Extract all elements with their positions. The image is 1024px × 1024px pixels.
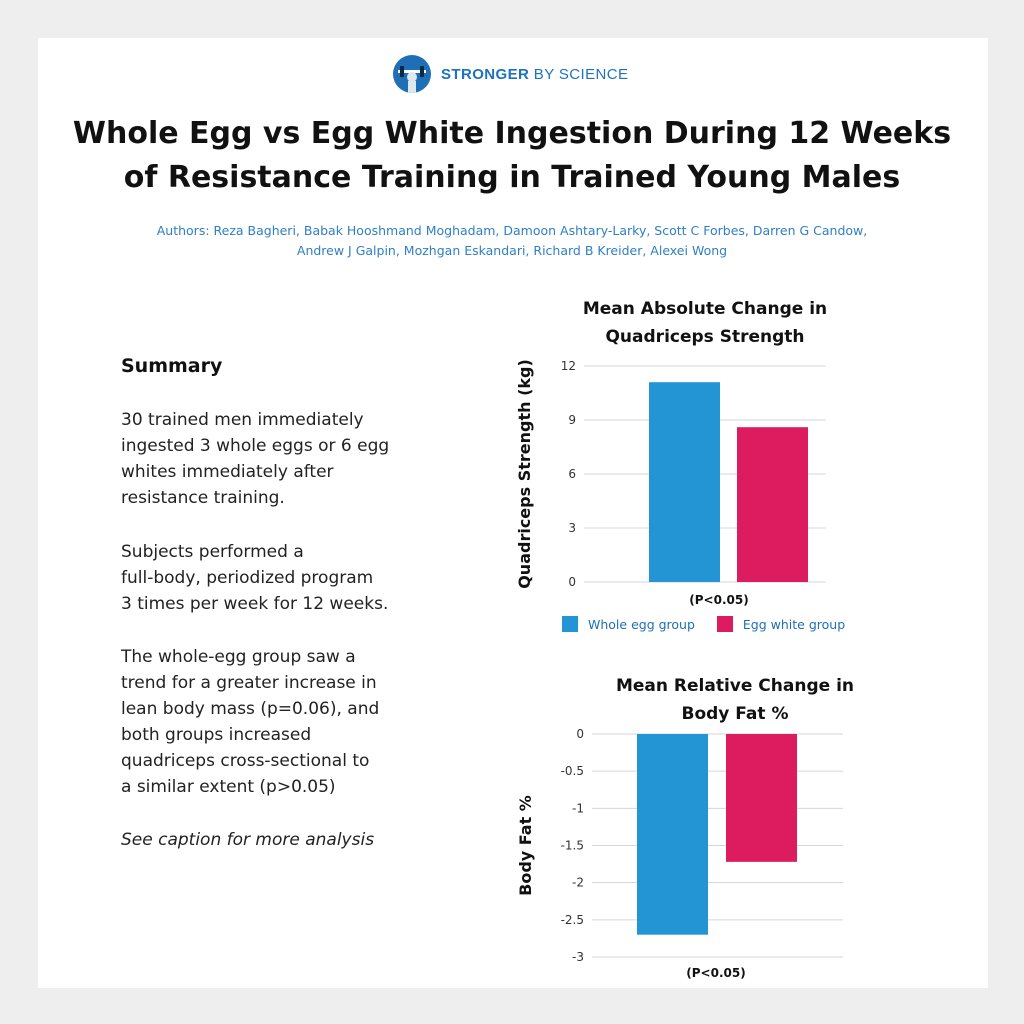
text-line: ingested 3 whole eggs or 6 egg (121, 433, 441, 459)
stronger-by-science-logo-icon (393, 55, 431, 93)
title-line-2: of Resistance Training in Trained Young … (50, 156, 974, 200)
bar-whole-egg (637, 734, 708, 935)
text-line: resistance training. (121, 485, 441, 511)
y-tick-label: -2 (572, 876, 584, 890)
significance-annotation: (P<0.05) (686, 966, 745, 980)
chart-2-title-line-1: Mean Relative Change in (570, 672, 900, 700)
y-tick-label: 6 (568, 467, 576, 481)
body-fat-chart: Body Fat % 0 -0.5 -1 -1.5 -2 -2.5 -3 (P<0.05) (505, 720, 865, 984)
significance-annotation: (P<0.05) (689, 593, 748, 607)
legend-swatch-egg-white (717, 616, 733, 632)
y-axis-label: Quadriceps Strength (kg) (515, 359, 534, 589)
y-tick-label: -3 (572, 950, 584, 964)
text-line: full-body, periodized program (121, 565, 441, 591)
y-tick-label: -1.5 (561, 839, 584, 853)
page-title: Whole Egg vs Egg White Ingestion During … (50, 112, 974, 200)
text-line: whites immediately after (121, 459, 441, 485)
text-line: Subjects performed a (121, 539, 441, 565)
brand-header: STRONGER BY SCIENCE (393, 54, 628, 94)
legend-label-whole-egg: Whole egg group (588, 617, 695, 632)
y-tick-label: -0.5 (561, 764, 584, 778)
brand-name: STRONGER BY SCIENCE (441, 66, 628, 83)
text-line: The whole-egg group saw a (121, 644, 441, 670)
chart-1-title: Mean Absolute Change in Quadriceps Stren… (540, 295, 870, 351)
chart-1-title-line-1: Mean Absolute Change in (540, 295, 870, 323)
quadriceps-strength-chart: Quadriceps Strength (kg) 0 3 6 9 12 (P<0.05) (500, 350, 860, 612)
text-line: 30 trained men immediately (121, 407, 441, 433)
y-tick-label: 3 (568, 521, 576, 535)
text-line: both groups increased (121, 722, 441, 748)
authors: Authors: Reza Bagheri, Babak Hooshmand M… (100, 221, 924, 261)
y-tick-label: 9 (568, 413, 576, 427)
chart-legend: Whole egg group Egg white group (562, 616, 867, 632)
legend-item-whole-egg: Whole egg group (562, 616, 695, 632)
legend-label-egg-white: Egg white group (743, 617, 845, 632)
brand-name-bold: STRONGER (441, 66, 529, 83)
y-tick-label: 12 (561, 359, 576, 373)
y-tick-label: 0 (568, 575, 576, 589)
title-line-1: Whole Egg vs Egg White Ingestion During … (50, 112, 974, 156)
authors-line-2: Andrew J Galpin, Mozhgan Eskandari, Rich… (100, 241, 924, 261)
y-tick-label: -1 (572, 801, 584, 815)
y-axis-label: Body Fat % (516, 795, 535, 896)
chart-1-title-line-2: Quadriceps Strength (540, 323, 870, 351)
legend-swatch-whole-egg (562, 616, 578, 632)
summary-paragraph-3: The whole-egg group saw a trend for a gr… (121, 644, 441, 800)
y-tick-label: -2.5 (561, 913, 584, 927)
bar-egg-white (737, 427, 808, 582)
legend-item-egg-white: Egg white group (717, 616, 845, 632)
bar-egg-white (726, 734, 797, 862)
text-line: trend for a greater increase in (121, 670, 441, 696)
text-line: 3 times per week for 12 weeks. (121, 591, 441, 617)
text-line: quadriceps cross-sectional to (121, 748, 441, 774)
bar-whole-egg (649, 382, 720, 582)
brand-name-light: BY SCIENCE (534, 66, 629, 83)
text-line: lean body mass (p=0.06), and (121, 696, 441, 722)
y-tick-label: 0 (576, 727, 584, 741)
summary-paragraph-2: Subjects performed a full-body, periodiz… (121, 539, 441, 617)
summary-heading: Summary (121, 355, 222, 377)
caption-note: See caption for more analysis (121, 827, 441, 853)
authors-line-1: Authors: Reza Bagheri, Babak Hooshmand M… (100, 221, 924, 241)
summary-paragraph-1: 30 trained men immediately ingested 3 wh… (121, 407, 441, 511)
text-line: a similar extent (p>0.05) (121, 774, 441, 800)
